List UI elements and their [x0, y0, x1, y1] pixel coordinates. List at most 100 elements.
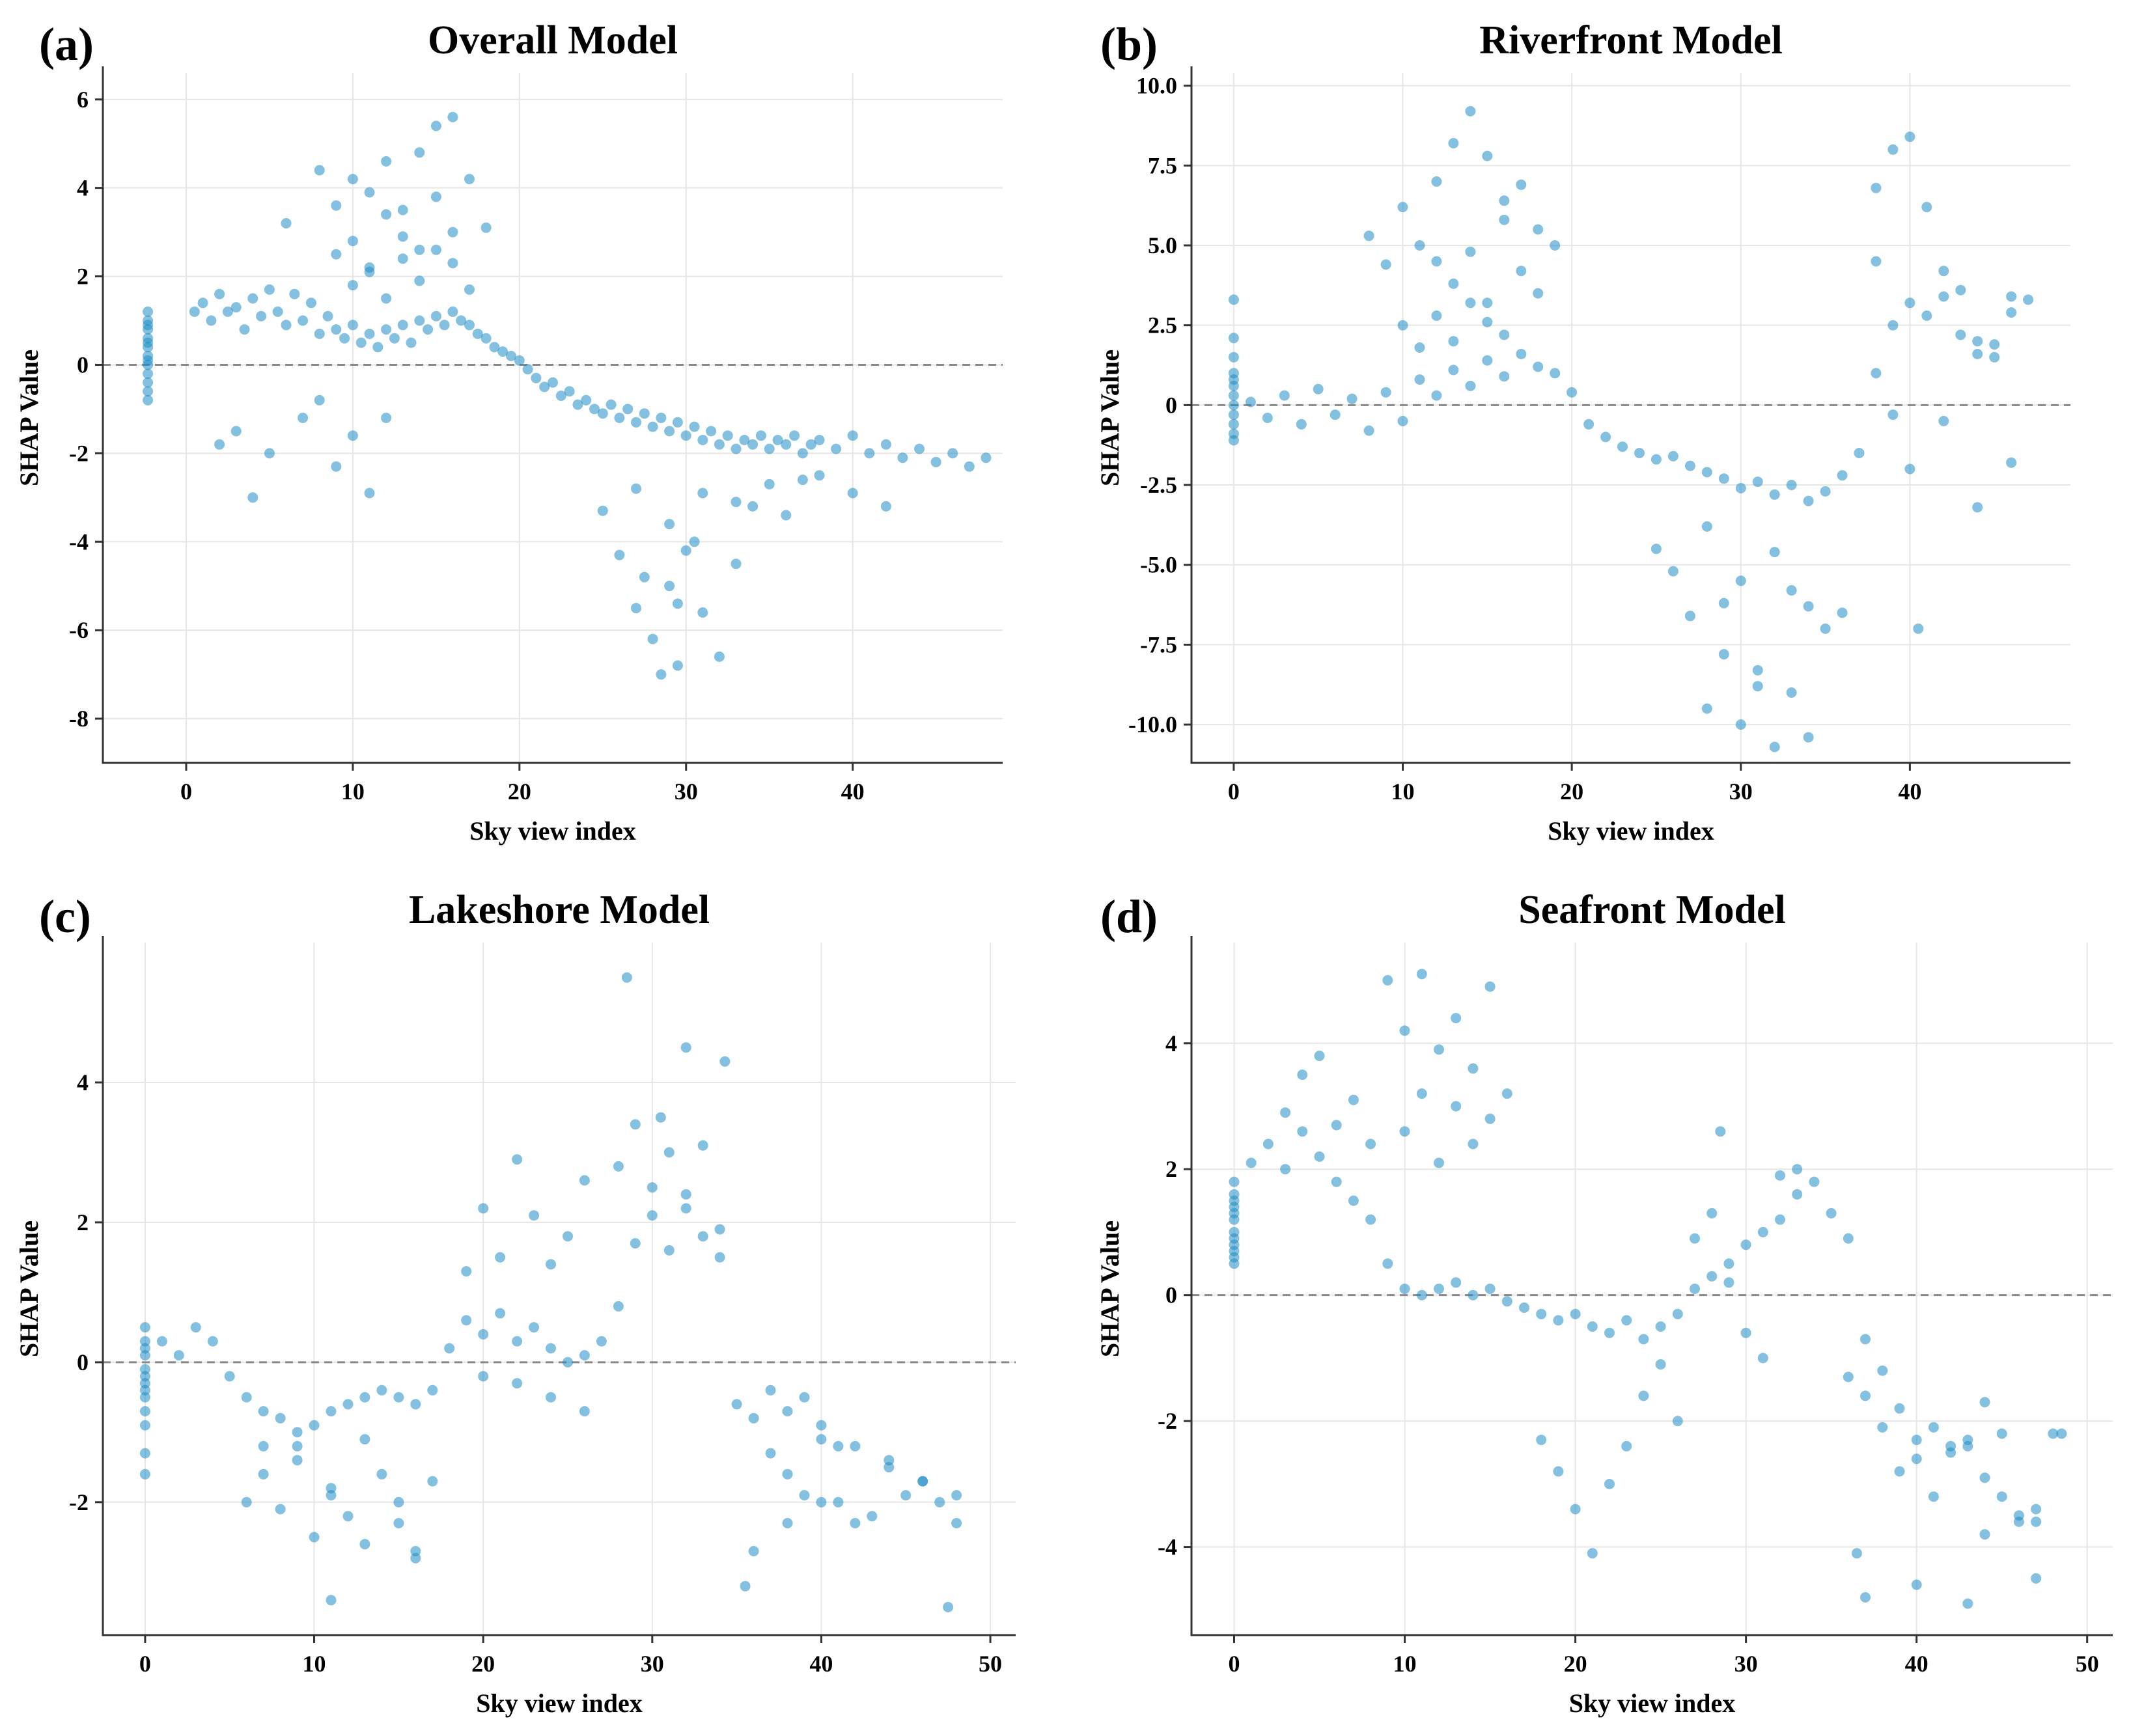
data-point	[359, 1434, 370, 1445]
data-point	[951, 1518, 962, 1528]
data-point	[1938, 415, 1949, 426]
data-point	[740, 1580, 751, 1591]
data-point	[1894, 1403, 1905, 1414]
data-point	[764, 478, 775, 489]
data-point	[430, 191, 441, 202]
data-point	[1382, 1258, 1393, 1269]
data-point	[1229, 1195, 1240, 1206]
data-point	[143, 386, 154, 397]
data-point	[1587, 1321, 1598, 1332]
data-point	[447, 111, 458, 122]
panel-label: (b)	[1100, 18, 1158, 70]
data-point	[1484, 1284, 1496, 1294]
data-point	[1604, 1478, 1615, 1489]
data-point	[1740, 1239, 1751, 1250]
data-point	[596, 1336, 607, 1347]
data-points	[143, 111, 992, 680]
data-point	[1638, 1334, 1649, 1345]
data-point	[680, 1203, 691, 1214]
data-point	[917, 1476, 928, 1487]
data-point	[1583, 419, 1595, 430]
data-point	[1279, 390, 1290, 401]
data-point	[1803, 732, 1814, 743]
x-tick-label: 40	[809, 1651, 833, 1677]
data-point	[364, 328, 375, 339]
data-point	[423, 324, 434, 335]
data-point	[1246, 1157, 1257, 1168]
data-point	[1499, 195, 1510, 206]
data-point	[1972, 336, 1983, 347]
data-point	[342, 1399, 354, 1410]
data-point	[1465, 246, 1476, 257]
data-point	[697, 488, 708, 499]
x-tick-label: 10	[303, 1651, 326, 1677]
y-tick-label: -10.0	[1128, 711, 1177, 737]
data-point	[514, 355, 525, 366]
data-point	[1809, 1176, 1820, 1187]
data-point	[672, 598, 683, 609]
data-point	[714, 1224, 725, 1235]
data-point	[1348, 1094, 1359, 1105]
data-point	[1331, 1176, 1342, 1187]
data-point	[258, 1406, 269, 1417]
data-point	[1399, 1025, 1410, 1036]
data-point	[947, 448, 958, 459]
data-point	[143, 377, 154, 388]
y-tick-label: -4	[1158, 1534, 1177, 1560]
x-tick-label: 40	[1898, 778, 1921, 805]
data-point	[1397, 415, 1408, 426]
data-point	[139, 1406, 150, 1417]
x-tick-label: 40	[1905, 1651, 1929, 1677]
data-point	[555, 391, 566, 401]
data-point	[782, 1468, 793, 1480]
data-point	[631, 483, 641, 494]
data-point	[1769, 741, 1780, 752]
axis-spines	[1190, 936, 2113, 1636]
data-point	[347, 280, 358, 291]
data-point	[1904, 297, 1915, 309]
data-point	[1769, 547, 1780, 558]
data-point	[2006, 307, 2017, 318]
data-point	[1955, 284, 1966, 296]
x-tick-label: 0	[180, 778, 192, 805]
data-point	[1228, 294, 1239, 305]
data-point	[381, 156, 392, 167]
data-point	[512, 1378, 523, 1389]
data-point	[364, 488, 375, 499]
data-point	[1567, 387, 1578, 398]
data-point	[1553, 1466, 1564, 1477]
data-point	[1769, 489, 1780, 500]
data-point	[461, 1315, 472, 1326]
data-point	[264, 448, 275, 459]
data-point	[1536, 1435, 1547, 1446]
data-point	[214, 439, 225, 450]
data-point	[464, 174, 475, 185]
data-point	[1928, 1422, 1939, 1433]
data-point	[880, 439, 891, 450]
data-point	[410, 1552, 421, 1564]
x-tick-label: 30	[675, 778, 698, 805]
y-tick-label: 2	[1165, 1156, 1177, 1182]
data-point	[656, 413, 667, 423]
panel-lakeshore: 0 10 20 30 40 50 -2 0 2 4 Sky view index SHAP Value…	[14, 888, 1016, 1718]
data-point	[1380, 259, 1391, 270]
data-point	[427, 1476, 438, 1487]
data-point	[1989, 351, 2000, 363]
x-tick-label: 30	[1729, 778, 1753, 805]
data-point	[173, 1350, 184, 1361]
data-point	[1416, 969, 1427, 980]
data-point	[298, 315, 309, 326]
data-point	[444, 1343, 455, 1354]
data-point	[472, 328, 483, 339]
x-tick-label: 10	[1391, 778, 1415, 805]
data-point	[1280, 1164, 1291, 1175]
data-point	[393, 1518, 404, 1528]
data-point	[765, 1385, 776, 1396]
data-point	[372, 342, 383, 353]
data-point	[143, 337, 154, 348]
data-point	[206, 315, 217, 326]
data-point	[1516, 179, 1527, 190]
data-point	[680, 430, 691, 441]
data-point	[1484, 1113, 1496, 1124]
data-points	[1229, 969, 2067, 1609]
